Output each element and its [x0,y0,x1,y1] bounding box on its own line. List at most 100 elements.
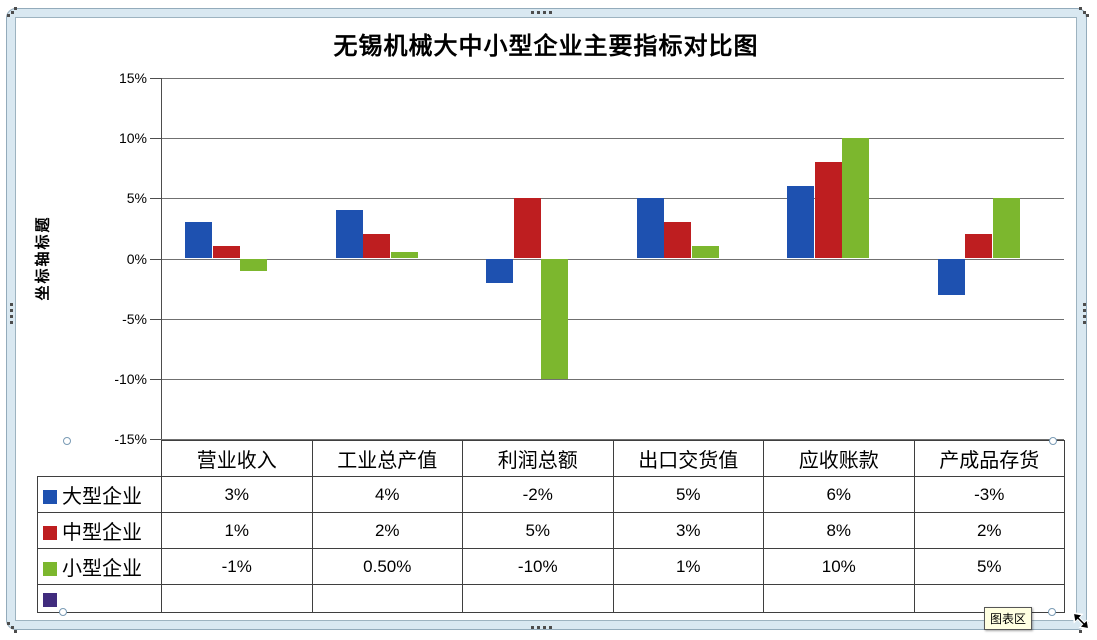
frame-resize-handle-dot[interactable] [1083,303,1086,306]
value-axis-line [161,78,162,439]
value-cell-小型企业-工业总产值: 0.50% [311,548,463,585]
legend-swatch [43,526,57,540]
value-cell-中型企业-工业总产值: 2% [311,512,463,549]
category-header-出口交货值: 出口交货值 [612,440,764,477]
value-cell-小型企业-利润总额: -10% [462,548,614,585]
bar-小型企业-利润总额[interactable] [541,259,568,379]
category-header-工业总产值: 工业总产值 [311,440,463,477]
frame-resize-handle-dot[interactable] [1083,315,1086,318]
chart-data-table: 营业收入 工业总产值 利润总额 出口交货值 应收账款 产成品存货 大型企业 3% 4% -2% 5%… [37,440,1065,613]
bar-中型企业-产成品存货[interactable] [965,234,992,258]
bar-中型企业-利润总额[interactable] [514,198,541,258]
selection-handle-circle[interactable] [63,437,71,445]
gridline [161,198,1064,200]
value-cell-大型企业-营业收入: 3% [161,476,313,513]
axis-tick [150,138,161,140]
legend-swatch [43,490,57,504]
frame-resize-handle-dot[interactable] [11,11,14,14]
frame-resize-handle-dot[interactable] [10,303,13,306]
y-axis-tick-label: 10% [118,130,147,147]
frame-resize-handle-dot[interactable] [10,321,13,324]
frame-resize-handle-dot[interactable] [10,315,13,318]
value-cell-大型企业-工业总产值: 4% [311,476,463,513]
value-cell-中型企业-应收账款: 8% [763,512,915,549]
frame-resize-handle-dot[interactable] [1083,309,1086,312]
value-cell-小型企业-产成品存货: 5% [913,548,1065,585]
value-cell-小型企业-营业收入: -1% [161,548,313,585]
frame-resize-handle-dot[interactable] [537,11,540,14]
selection-handle-circle[interactable] [59,608,67,616]
value-cell-empty-应收账款 [763,584,915,613]
frame-resize-handle-dot[interactable] [549,11,552,14]
frame-resize-handle-dot[interactable] [1083,321,1086,324]
selection-handle-circle[interactable] [1049,437,1057,445]
chart-title: 无锡机械大中小型企业主要指标对比图 [333,31,759,60]
value-cell-中型企业-出口交货值: 3% [612,512,764,549]
frame-resize-handle-dot[interactable] [7,14,10,17]
bar-大型企业-营业收入[interactable] [185,222,212,258]
value-cell-empty-利润总额 [462,584,614,613]
bar-小型企业-营业收入[interactable] [240,259,267,271]
category-header-产成品存货: 产成品存货 [913,440,1065,477]
value-cell-中型企业-利润总额: 5% [462,512,614,549]
value-cell-小型企业-应收账款: 10% [763,548,915,585]
legend-item-中型企业: 中型企业 [37,512,162,549]
frame-resize-handle-dot[interactable] [537,626,540,629]
y-axis-title-text: 坐标轴标题 [33,215,52,301]
gridline [161,318,1064,320]
bar-中型企业-出口交货值[interactable] [664,222,691,258]
bar-小型企业-出口交货值[interactable] [692,246,719,258]
axis-tick [150,198,161,200]
y-axis-tick-label: 15% [118,70,147,86]
gridline [161,138,1064,140]
y-axis-tick-label: 0% [126,250,147,267]
frame-resize-handle-dot[interactable] [10,309,13,312]
resize-cursor-icon [1072,612,1090,630]
bar-中型企业-工业总产值[interactable] [363,234,390,258]
axis-tick [150,78,161,79]
bar-中型企业-营业收入[interactable] [213,246,240,258]
bar-大型企业-利润总额[interactable] [486,259,513,283]
frame-resize-handle-dot[interactable] [14,630,17,633]
frame-resize-handle-dot[interactable] [531,11,534,14]
bar-中型企业-应收账款[interactable] [815,162,842,258]
legend-swatch [43,592,57,607]
frame-resize-handle-dot[interactable] [549,626,552,629]
table-corner-cell [38,441,162,477]
bar-小型企业-应收账款[interactable] [842,138,869,258]
frame-resize-handle-dot[interactable] [531,626,534,629]
value-cell-中型企业-营业收入: 1% [161,512,313,549]
bar-大型企业-工业总产值[interactable] [336,210,363,258]
gridline [161,78,1064,79]
legend-item-大型企业: 大型企业 [37,476,162,513]
bar-大型企业-应收账款[interactable] [787,186,814,258]
bar-小型企业-产成品存货[interactable] [993,198,1020,258]
frame-resize-handle-dot[interactable] [543,626,546,629]
value-cell-中型企业-产成品存货: 2% [913,512,1065,549]
frame-resize-handle-dot[interactable] [1079,630,1082,633]
legend-swatch [43,562,57,576]
frame-resize-handle-dot[interactable] [14,7,17,10]
y-axis-tick-label: -5% [122,310,147,327]
bar-大型企业-出口交货值[interactable] [637,198,664,258]
chart-area[interactable]: 无锡机械大中小型企业主要指标对比图 坐标轴标题 15% 10% 5% 0% -5% -10… [15,17,1077,630]
frame-resize-handle-dot[interactable] [1083,11,1086,14]
frame-resize-handle-dot[interactable] [1079,7,1082,10]
category-header-利润总额: 利润总额 [462,440,614,477]
selection-handle-circle[interactable] [1048,608,1056,616]
axis-tick [150,318,161,320]
bar-大型企业-产成品存货[interactable] [938,259,965,295]
value-cell-empty-工业总产值 [311,584,463,613]
value-cell-小型企业-出口交货值: 1% [612,548,764,585]
gridline [161,258,1064,260]
value-cell-empty-营业收入 [161,584,313,613]
frame-resize-handle-dot[interactable] [7,622,10,625]
frame-resize-handle-dot[interactable] [11,626,14,629]
axis-tick [150,258,161,260]
axis-tick [150,439,161,440]
bar-小型企业-工业总产值[interactable] [391,252,418,258]
frame-resize-handle-dot[interactable] [543,11,546,14]
frame-resize-handle-dot[interactable] [1086,14,1089,17]
value-cell-empty-出口交货值 [612,584,764,613]
